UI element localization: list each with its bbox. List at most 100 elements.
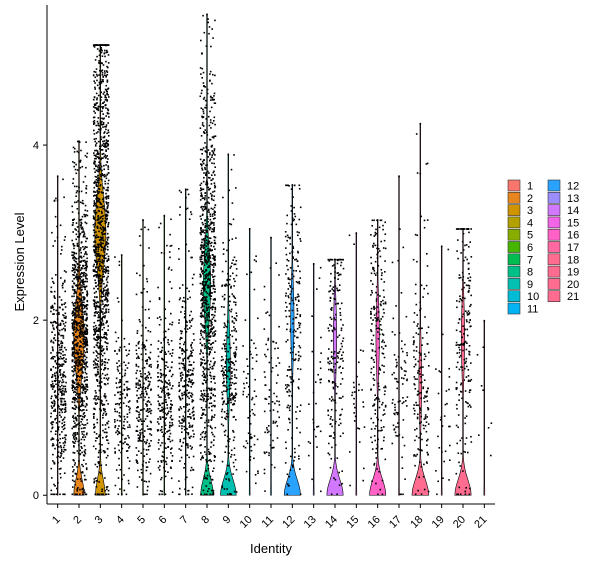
legend-swatch-20 bbox=[547, 278, 561, 290]
x-tick-label: 2 bbox=[71, 514, 84, 527]
legend-label-15: 15 bbox=[567, 217, 579, 229]
violin-13 bbox=[312, 262, 315, 496]
legend-label-1: 1 bbox=[527, 181, 533, 193]
x-tick-label: 21 bbox=[472, 514, 489, 531]
points-cluster-7 bbox=[178, 188, 195, 496]
x-tick-label: 13 bbox=[302, 514, 319, 531]
max-point-8 bbox=[206, 13, 208, 16]
legend-label-17: 17 bbox=[567, 242, 579, 254]
legend-swatch-12 bbox=[547, 179, 561, 192]
y-axis-ticks: 0 2 4 bbox=[33, 140, 47, 502]
violin-12 bbox=[283, 184, 301, 496]
violin-11 bbox=[270, 236, 272, 496]
x-tick-label: 1 bbox=[50, 514, 63, 527]
legend-swatch-13 bbox=[547, 192, 561, 204]
points-cluster-8 bbox=[199, 13, 217, 496]
legend-label-10: 10 bbox=[527, 291, 539, 303]
x-tick-label: 18 bbox=[408, 514, 425, 531]
max-point-21 bbox=[483, 320, 486, 322]
max-point-13 bbox=[312, 263, 315, 265]
x-tick-label: 9 bbox=[221, 514, 234, 527]
points-cluster-3 bbox=[92, 44, 110, 496]
max-point-1 bbox=[56, 175, 59, 178]
points-cluster-5 bbox=[135, 219, 153, 496]
max-point-4 bbox=[120, 254, 123, 257]
violin-10 bbox=[248, 227, 251, 496]
x-axis-ticks: 1 2 3 4 5 6 7 8 9 10 11 12 13 14 15 16 17 18 19 20 21 bbox=[50, 504, 489, 531]
legend-label-11: 11 bbox=[527, 304, 538, 316]
max-point-17 bbox=[398, 175, 400, 178]
legend-label-8: 8 bbox=[527, 267, 533, 279]
points-cluster-13 bbox=[307, 263, 322, 493]
points-cluster-12 bbox=[284, 184, 302, 496]
legend-label-4: 4 bbox=[527, 217, 533, 229]
points-cluster-21 bbox=[476, 320, 493, 457]
x-tick-label: 15 bbox=[344, 514, 361, 531]
points-cluster-19 bbox=[435, 245, 451, 496]
y-axis-title: Expression Level bbox=[12, 212, 27, 311]
legend-swatch-7 bbox=[507, 253, 521, 266]
legend-swatch-16 bbox=[547, 228, 561, 241]
violin-5 bbox=[142, 219, 144, 496]
points-cluster-10 bbox=[242, 228, 259, 485]
legend-label-13: 13 bbox=[567, 193, 579, 205]
x-tick-label: 16 bbox=[366, 514, 383, 531]
legend-label-16: 16 bbox=[567, 230, 579, 242]
violin-19 bbox=[440, 245, 443, 496]
violin-9 bbox=[220, 153, 237, 496]
violin-4 bbox=[120, 254, 123, 496]
y-tick-label: 0 bbox=[33, 490, 39, 502]
legend-swatch-19 bbox=[547, 265, 561, 278]
legend-label-19: 19 bbox=[567, 267, 579, 279]
max-point-18 bbox=[419, 123, 422, 125]
points-cluster-2 bbox=[71, 140, 89, 496]
x-axis-title: Identity bbox=[250, 541, 292, 556]
legend-label-3: 3 bbox=[527, 205, 533, 217]
max-point-2 bbox=[78, 140, 80, 143]
y-tick-label: 4 bbox=[33, 140, 39, 152]
legend-label-14: 14 bbox=[567, 205, 579, 217]
x-tick-label: 5 bbox=[135, 514, 148, 527]
legend-swatch-14 bbox=[547, 204, 561, 216]
legend-label-7: 7 bbox=[527, 254, 533, 266]
legend-swatch-1 bbox=[507, 179, 521, 192]
max-point-7 bbox=[184, 188, 187, 191]
x-tick-label: 7 bbox=[178, 514, 191, 527]
legend-swatch-11 bbox=[507, 302, 521, 315]
max-point-20 bbox=[462, 228, 464, 230]
violin-16 bbox=[369, 219, 387, 496]
x-tick-label: 10 bbox=[238, 514, 255, 531]
legend-label-21: 21 bbox=[567, 291, 579, 303]
max-point-6 bbox=[163, 215, 166, 217]
max-point-5 bbox=[142, 219, 144, 222]
x-tick-label: 6 bbox=[157, 514, 170, 527]
legend-label-12: 12 bbox=[567, 181, 579, 193]
legend-swatch-6 bbox=[507, 241, 521, 253]
legend-label-5: 5 bbox=[527, 230, 533, 242]
legend-swatch-5 bbox=[507, 228, 521, 241]
points-cluster-6 bbox=[156, 215, 174, 496]
legend-swatch-3 bbox=[507, 204, 521, 216]
x-tick-label: 12 bbox=[280, 514, 297, 531]
max-point-9 bbox=[227, 153, 230, 156]
x-tick-label: 20 bbox=[451, 514, 468, 531]
violin-17 bbox=[398, 175, 400, 496]
legend-swatch-18 bbox=[547, 253, 561, 266]
jitter-points bbox=[50, 13, 493, 496]
max-point-3 bbox=[99, 44, 102, 46]
max-point-19 bbox=[440, 245, 443, 248]
x-tick-label: 3 bbox=[93, 514, 106, 527]
x-tick-label: 8 bbox=[199, 514, 212, 527]
violin-1 bbox=[57, 175, 59, 496]
max-point-15 bbox=[355, 232, 358, 235]
points-cluster-11 bbox=[263, 237, 281, 492]
x-tick-label: 19 bbox=[430, 514, 447, 531]
x-tick-label: 14 bbox=[323, 514, 340, 531]
violin-21 bbox=[483, 319, 486, 496]
points-cluster-1 bbox=[50, 175, 67, 496]
points-cluster-18 bbox=[412, 123, 430, 496]
legend-label-20: 20 bbox=[567, 279, 579, 291]
legend-swatch-2 bbox=[507, 192, 521, 204]
x-tick-label: 17 bbox=[387, 514, 404, 531]
